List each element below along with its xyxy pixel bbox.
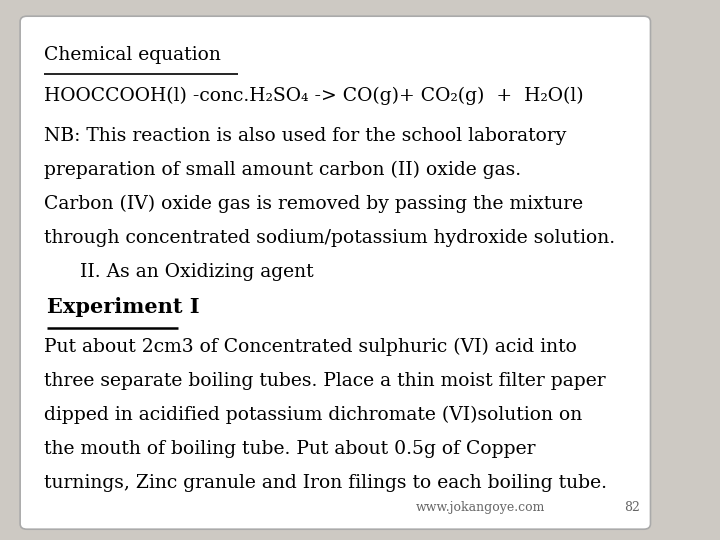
Text: NB: This reaction is also used for the school laboratory: NB: This reaction is also used for the s…	[44, 127, 566, 145]
FancyBboxPatch shape	[20, 16, 650, 529]
Text: dipped in acidified potassium dichromate (VI)solution on: dipped in acidified potassium dichromate…	[44, 406, 582, 424]
Text: Chemical equation: Chemical equation	[44, 46, 220, 64]
Text: www.jokangoye.com: www.jokangoye.com	[415, 501, 545, 514]
Text: preparation of small amount carbon (II) oxide gas.: preparation of small amount carbon (II) …	[44, 161, 521, 179]
Text: HOOCCOOH(l) -conc.H₂SO₄ -> CO(g)+ CO₂(g)  +  H₂O(l): HOOCCOOH(l) -conc.H₂SO₄ -> CO(g)+ CO₂(g)…	[44, 86, 583, 105]
Text: II. As an Oxidizing agent: II. As an Oxidizing agent	[44, 263, 313, 281]
Text: Carbon (IV) oxide gas is removed by passing the mixture: Carbon (IV) oxide gas is removed by pass…	[44, 195, 582, 213]
Text: turnings, Zinc granule and Iron filings to each boiling tube.: turnings, Zinc granule and Iron filings …	[44, 474, 606, 491]
Text: the mouth of boiling tube. Put about 0.5g of Copper: the mouth of boiling tube. Put about 0.5…	[44, 440, 535, 457]
Text: 82: 82	[624, 501, 639, 514]
Text: three separate boiling tubes. Place a thin moist filter paper: three separate boiling tubes. Place a th…	[44, 372, 606, 389]
Text: Put about 2cm3 of Concentrated sulphuric (VI) acid into: Put about 2cm3 of Concentrated sulphuric…	[44, 338, 577, 356]
Text: Experiment I: Experiment I	[47, 297, 199, 317]
Text: through concentrated sodium/potassium hydroxide solution.: through concentrated sodium/potassium hy…	[44, 229, 615, 247]
